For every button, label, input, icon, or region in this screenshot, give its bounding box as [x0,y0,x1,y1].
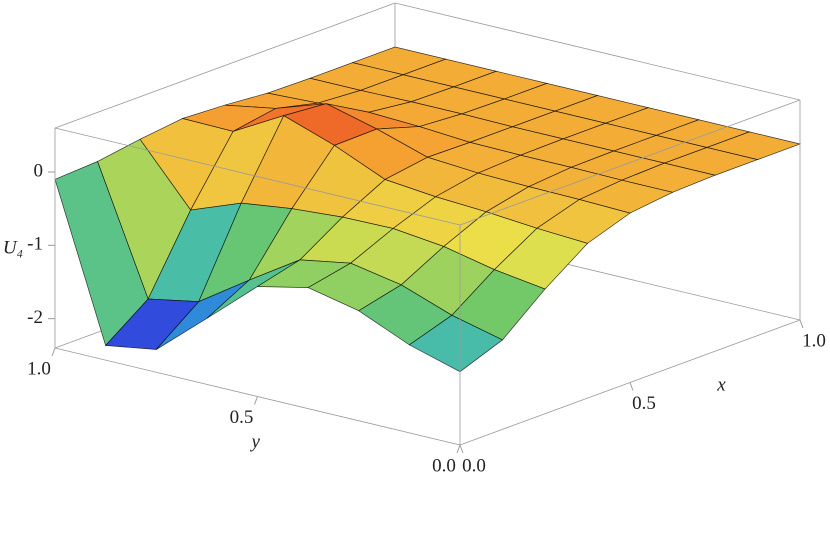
y-tick-label: 0.0 [432,455,456,476]
y-axis-label: y [250,432,261,453]
x-tick-label: 1.0 [802,330,826,351]
surface [54,46,802,373]
box-front [48,99,804,454]
z-tick-label: -1 [27,234,43,255]
x-tick [629,382,634,391]
box-edge [54,2,396,129]
z-axis-label: U₄ [3,237,23,258]
x-tick-label: 0.0 [462,455,486,476]
y-tick [51,347,56,357]
box-edge [54,127,461,226]
x-tick [459,444,464,454]
x-tick-label: 0.5 [632,393,656,414]
y-tick [254,396,258,405]
z-tick-label: 0 [34,160,44,181]
x-axis-label: x [716,374,726,395]
y-tick-label: 1.0 [27,358,51,379]
box-edge [459,99,801,226]
y-tick-label: 0.5 [230,407,254,428]
y-tick [456,444,461,454]
box-edge [394,2,801,101]
surface-patch [408,314,504,373]
labels: 0.0 0.5 1.0 0.0 0.5 1.0 -2 -1 0 x y U₄ [3,160,826,476]
z-tick-label: -2 [27,307,43,328]
x-tick [799,319,804,329]
